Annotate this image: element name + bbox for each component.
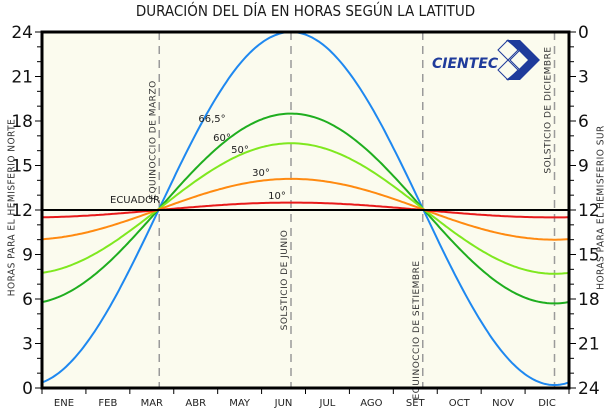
series-label: 60° [213, 133, 231, 144]
y-tick-label-left: 12 [11, 201, 33, 221]
x-tick-label-dic: DIC [538, 398, 556, 409]
x-tick-label-oct: OCT [449, 398, 471, 409]
y-tick-label-left: 0 [22, 379, 33, 399]
y-tick-label-left: 15 [11, 157, 33, 177]
logo-shape [506, 70, 530, 80]
annotation-equinoccio-de-marzo: EQUINOCCIO DE MARZO [148, 80, 158, 199]
y-tick-label-left: 21 [11, 68, 33, 88]
y-tick-label-left: 6 [22, 290, 33, 310]
y-axis-label-right: HORAS PARA EL HEMISFERIO SUR [595, 125, 607, 290]
y-tick-label-left: 24 [11, 23, 33, 43]
series-line-665 [41, 31, 570, 386]
logo-text: CIENTEC [432, 56, 499, 72]
y-tick-label-left: 3 [22, 335, 33, 355]
y-tick-label-right: 21 [578, 335, 600, 355]
y-tick-label-right: 15 [578, 246, 600, 266]
logo-shape [506, 40, 530, 50]
y-tick-label-left: 18 [11, 112, 33, 132]
x-tick-label-ago: AGO [360, 398, 382, 409]
x-tick-label-jul: JUL [319, 398, 336, 409]
y-tick-label-left: 9 [22, 246, 33, 266]
x-tick-label-ene: ENE [54, 398, 74, 409]
chart-title: DURACIÓN DEL DÍA EN HORAS SEGÚN LA LATIT… [135, 2, 476, 20]
y-tick-label-right: 18 [578, 290, 600, 310]
x-tick-label-abr: ABR [185, 398, 206, 409]
x-tick-label-feb: FEB [98, 398, 117, 409]
series-label: 10° [268, 191, 286, 202]
series-line-50 [41, 142, 570, 275]
x-tick-label-nov: NOV [492, 398, 514, 409]
series-label: ECUADOR [110, 195, 160, 206]
annotation-solsticio-de-junio: SOLSTICIO DE JUNIO [280, 230, 290, 331]
logo-outline [497, 59, 519, 81]
logo-outline [509, 49, 531, 71]
series-label: 30° [252, 168, 270, 179]
logo-shape [518, 50, 540, 70]
y-tick-label-right: 9 [578, 157, 589, 177]
series-label: 66,5° [198, 114, 225, 125]
series-line-60 [41, 112, 570, 305]
y-tick-label-right: 6 [578, 112, 589, 132]
x-tick-label-set: SET [406, 398, 426, 409]
annotation-equinoccio-de-setiembre: EQUINOCCIO DE SETIEMBRE [412, 260, 422, 399]
y-tick-label-right: 0 [578, 23, 589, 43]
y-tick-label-right: 24 [578, 379, 600, 399]
series-label: 50° [231, 145, 249, 156]
annotation-solsticio-de-diciembre: SOLSTICIO DE DICIEMBRE [544, 46, 554, 173]
x-tick-label-mar: MAR [141, 398, 163, 409]
x-tick-label-jun: JUN [274, 398, 293, 409]
series-line-30 [41, 177, 570, 241]
x-tick-label-may: MAY [229, 398, 251, 409]
logo-outline [497, 39, 519, 61]
y-axis-label-left: HORAS PARA EL HEMISFERIO NORTE [6, 118, 18, 297]
y-tick-label-right: 3 [578, 68, 589, 88]
y-tick-label-right: 12 [578, 201, 600, 221]
series-line-10 [42, 201, 569, 219]
